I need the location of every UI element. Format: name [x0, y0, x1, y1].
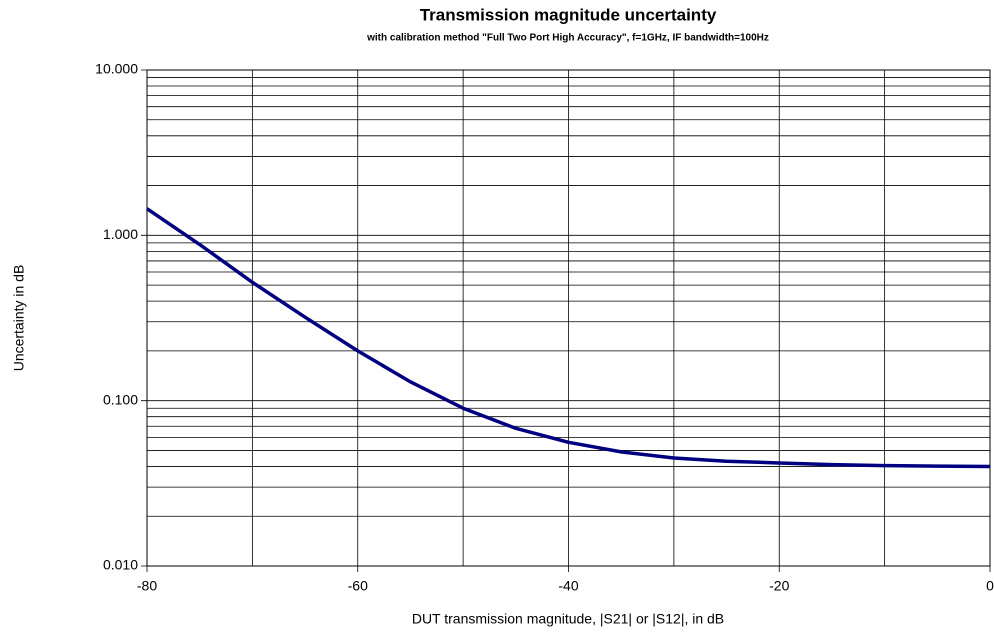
y-tick-label: 1.000 — [103, 226, 138, 242]
x-axis-label: DUT transmission magnitude, |S21| or |S1… — [412, 611, 724, 627]
y-axis-label: Uncertainty in dB — [11, 265, 27, 372]
x-tick-label: -40 — [558, 578, 578, 594]
chart-subtitle: with calibration method "Full Two Port H… — [366, 33, 769, 44]
data-line — [146, 207, 991, 469]
x-tick-label: -20 — [769, 578, 789, 594]
plot-frame — [146, 69, 991, 567]
y-tick-label: 10.000 — [95, 61, 138, 77]
chart-title: Transmission magnitude uncertainty — [420, 5, 717, 24]
x-tick-label: -80 — [137, 578, 157, 594]
y-tick-label: 0.010 — [103, 557, 138, 573]
x-tick-label: 0 — [986, 578, 994, 594]
y-tick-label: 0.100 — [103, 391, 138, 407]
x-tick-label: -60 — [348, 578, 368, 594]
